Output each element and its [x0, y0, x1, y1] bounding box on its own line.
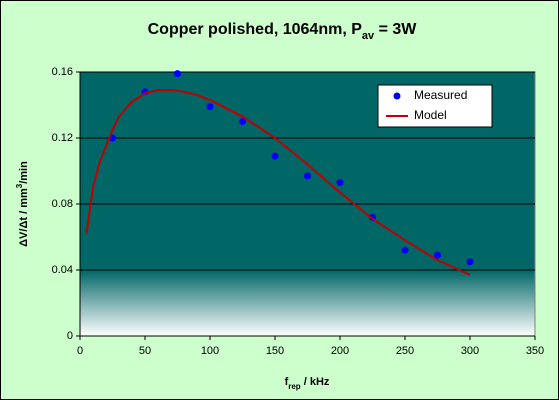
y-tick-label: 0.08	[52, 198, 73, 210]
y-tick-label: 0.16	[52, 66, 73, 78]
y-label-superscript: 3	[15, 183, 24, 188]
model-line	[85, 89, 471, 276]
x-tick-label: 350	[526, 345, 544, 357]
data-point	[271, 152, 279, 160]
x-label-subscript: rep	[288, 382, 301, 391]
y-tick-label: 0.04	[52, 264, 73, 276]
chart-title: Copper polished, 1064nm, Pav = 3W	[148, 21, 418, 42]
data-point	[401, 246, 409, 254]
data-point	[466, 258, 474, 266]
y-label-part: ΔV/Δt / mm	[18, 188, 30, 247]
data-point	[239, 118, 246, 125]
y-label-part: /min	[18, 161, 30, 184]
y-tick-label: 0.12	[52, 132, 73, 144]
x-tick-label: 300	[461, 345, 479, 357]
x-tick-label: 200	[331, 345, 349, 357]
legend-label: Model	[414, 108, 447, 122]
x-label-part: f	[285, 376, 289, 388]
title-part: = 3W	[374, 21, 417, 38]
x-axis-label: frep / kHz	[285, 376, 330, 391]
x-label-part: / kHz	[301, 376, 330, 388]
x-tick-label: 0	[77, 345, 83, 357]
data-point	[174, 70, 181, 78]
x-tick-label: 50	[139, 345, 151, 357]
data-point	[434, 251, 441, 259]
y-tick-label: 0	[67, 330, 73, 342]
data-point	[206, 103, 214, 111]
x-tick-label: 150	[266, 345, 284, 357]
data-point	[336, 179, 344, 187]
y-axis-label: ΔV/Δt / mm3/min	[15, 161, 30, 247]
title-subscript: av	[362, 30, 375, 42]
legend-swatch	[393, 92, 401, 100]
data-point	[304, 172, 311, 180]
legend-label: Measured	[414, 88, 467, 102]
x-tick-label: 250	[396, 345, 414, 357]
title-part: Copper polished, 1064nm, P	[148, 21, 363, 38]
legend-box	[377, 84, 493, 128]
x-tick-label: 100	[201, 345, 219, 357]
